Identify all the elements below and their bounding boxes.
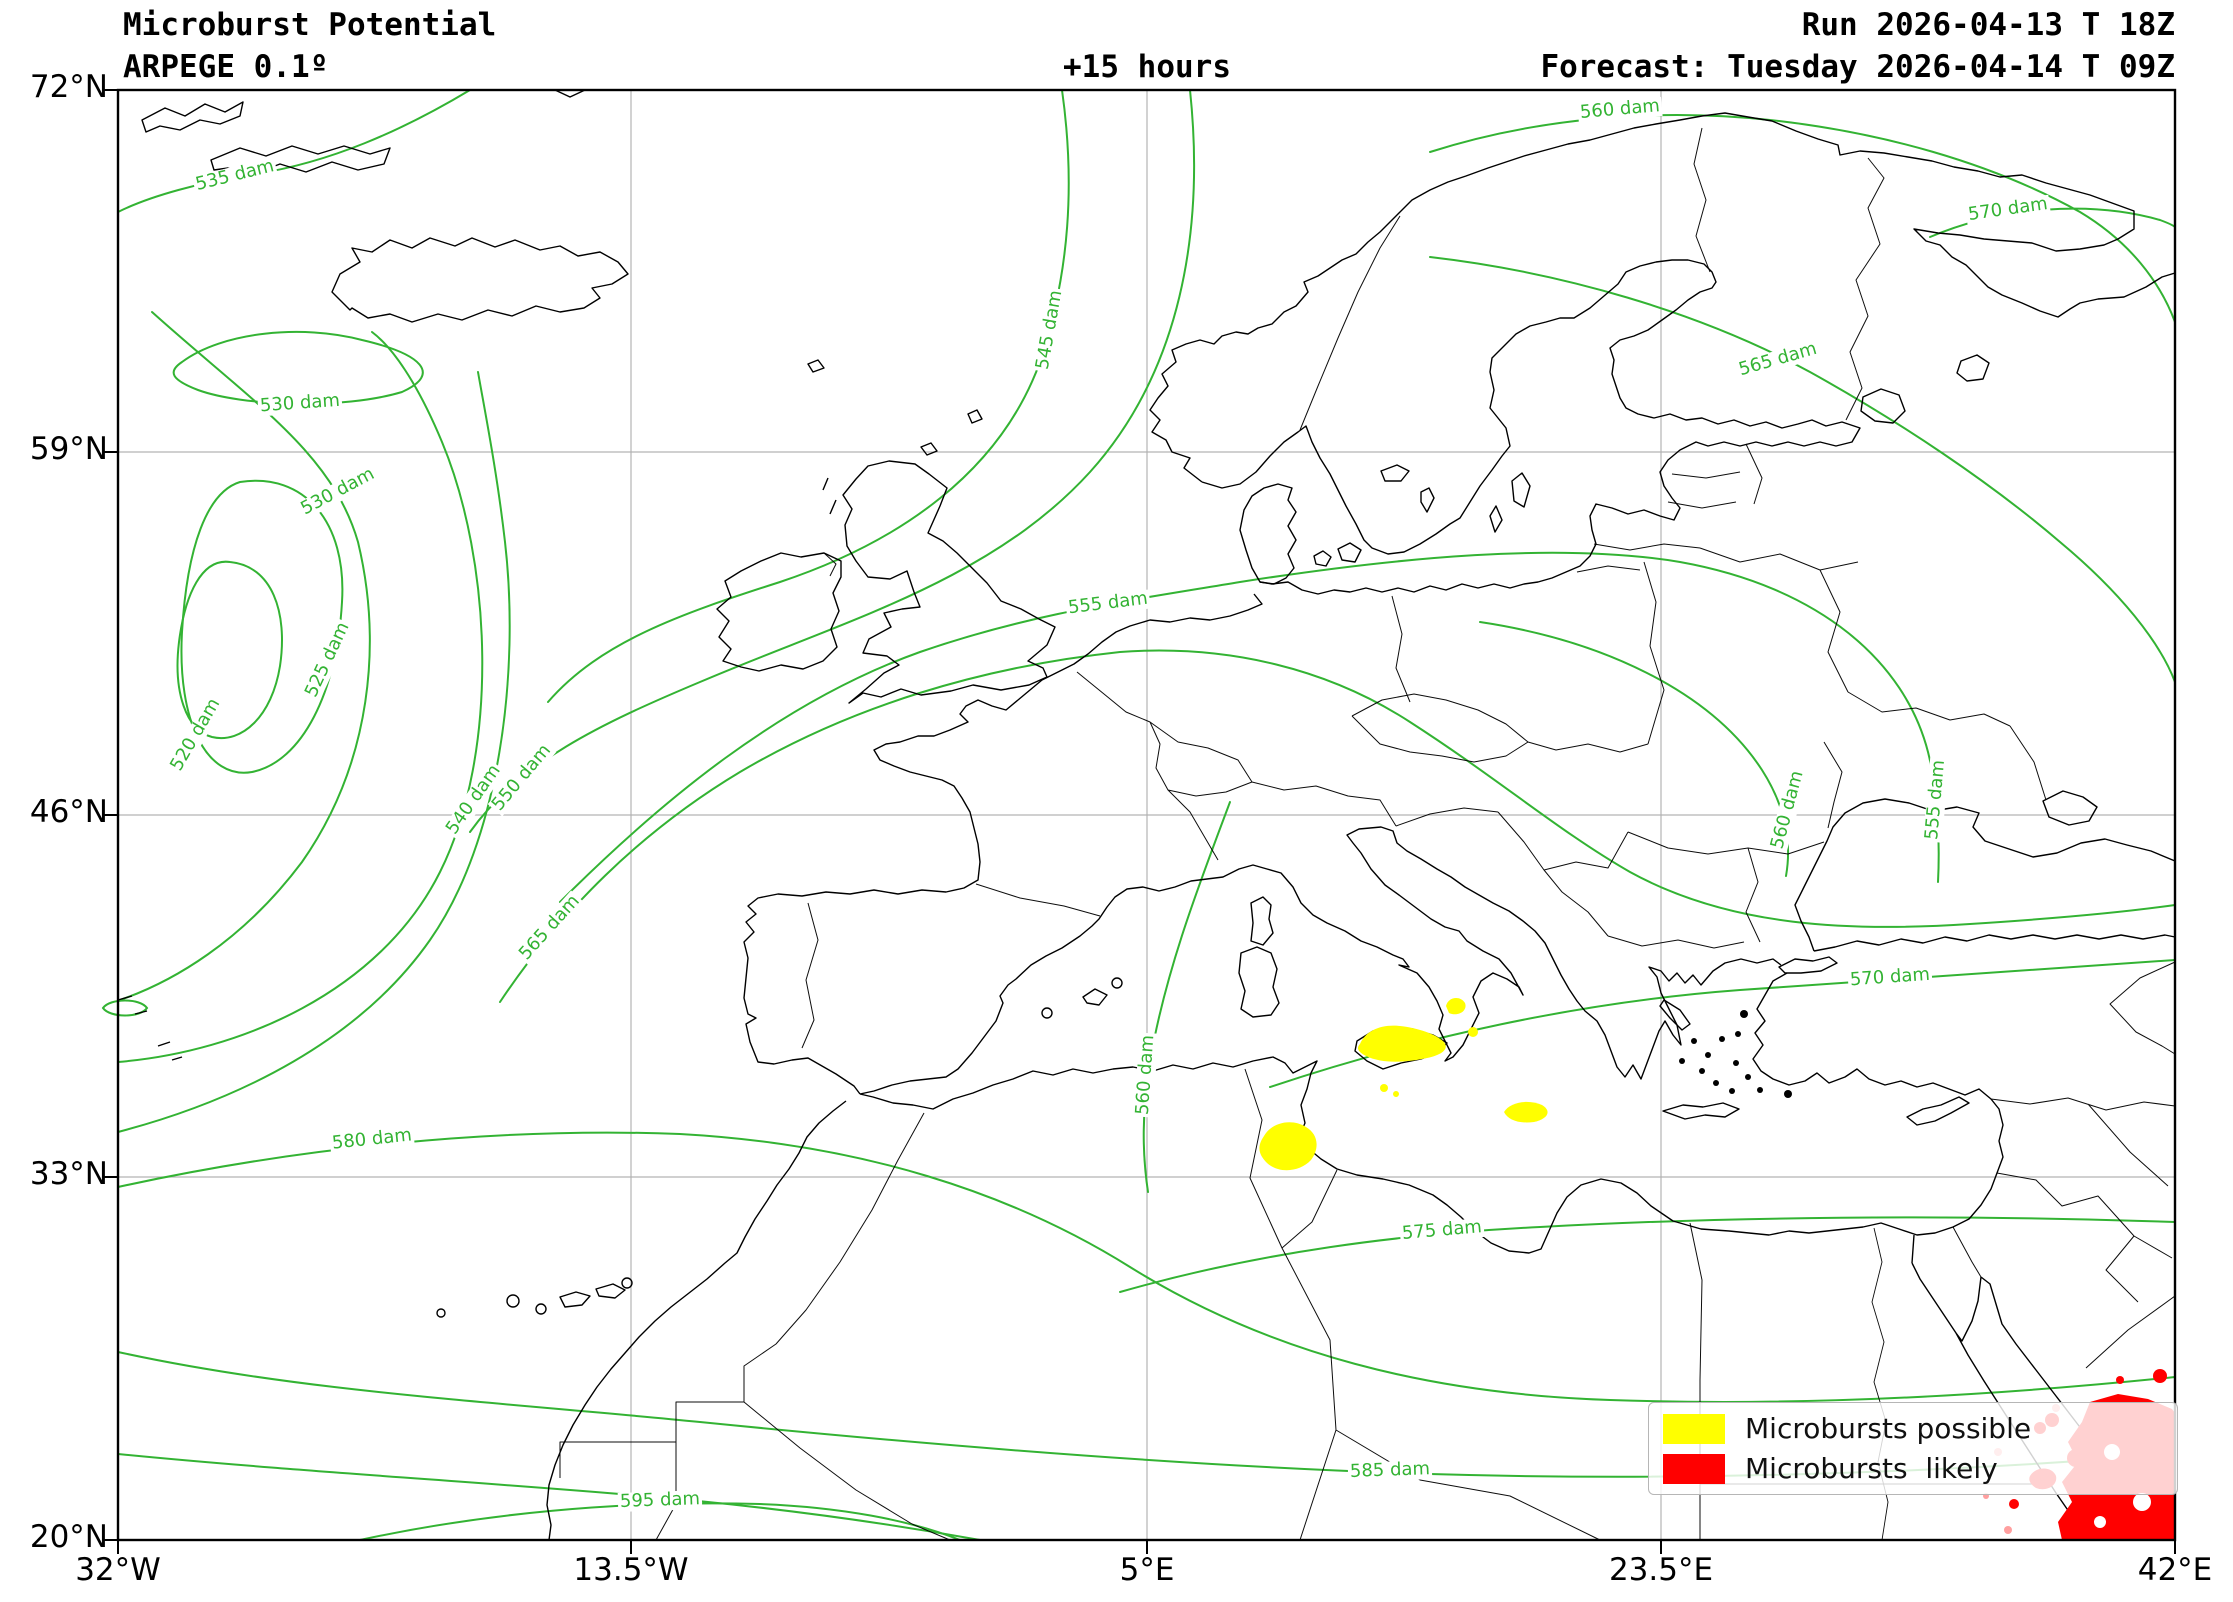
contour-575 xyxy=(1119,1216,2176,1293)
contour-label: 585 dam xyxy=(1347,1458,1433,1482)
lakes xyxy=(1380,354,1990,513)
borders-east xyxy=(1299,127,2047,829)
x-tick-235e: 23.5°E xyxy=(1608,1552,1714,1588)
borders-west xyxy=(801,552,1101,1049)
coast-greenland-fragments xyxy=(141,89,586,175)
x-tick-135w: 13.5°W xyxy=(573,1552,689,1588)
coast-iceland xyxy=(331,237,629,323)
borders-central xyxy=(1076,561,1825,949)
yellow-patch-sicily xyxy=(1358,1025,1446,1062)
yellow-speck-3 xyxy=(1393,1091,1399,1097)
contour-520 xyxy=(176,560,283,740)
island-canary-3 xyxy=(621,1277,633,1289)
coast-scandinavia-west xyxy=(1149,112,2176,483)
contour-545 xyxy=(547,89,1070,703)
contour-560-med xyxy=(1142,801,1231,1193)
coast-baltic xyxy=(1201,259,1861,595)
legend-swatch-likely xyxy=(1663,1453,1725,1484)
coast-atlantic-west-europe xyxy=(743,593,1263,1095)
coast-mediterranean-south-levant xyxy=(859,972,2004,1254)
run-label: Run 2026-04-13 T 18Z xyxy=(1801,7,2175,43)
yellow-patch-tunisia xyxy=(1259,1122,1317,1171)
contour-565-a xyxy=(1429,256,2176,683)
y-tick-59n: 59°N xyxy=(29,431,108,467)
legend-label-likely: Microbursts likely xyxy=(1745,1452,1998,1485)
island-menorca xyxy=(1111,977,1123,989)
contour-label: 595 dam xyxy=(617,1488,703,1512)
island-canary-1 xyxy=(506,1294,520,1308)
pink-speck-2 xyxy=(2004,1526,2012,1534)
coast-mediterranean-north xyxy=(859,826,1782,1095)
red-patch-gap-3 xyxy=(2094,1516,2106,1528)
x-tick-42e: 42°E xyxy=(2137,1552,2213,1588)
legend-row-possible: Microbursts possible xyxy=(1663,1412,2163,1445)
contour-530 xyxy=(119,311,371,1001)
x-tick-5e: 5°E xyxy=(1119,1552,1175,1588)
island-ibiza xyxy=(1041,1007,1053,1019)
coast-red-sea-sinai xyxy=(1911,1234,2173,1541)
island-canary-2 xyxy=(535,1303,547,1315)
contour-525 xyxy=(180,479,344,774)
contour-530-loop xyxy=(172,330,424,405)
microburst-possible-areas xyxy=(1259,997,1548,1171)
yellow-speck-2 xyxy=(1380,1084,1388,1092)
legend: Microbursts possible Microbursts likely xyxy=(1648,1402,2178,1495)
aegean-islands xyxy=(1679,1010,1792,1098)
contour-550 xyxy=(469,89,1196,833)
contour-535-a xyxy=(117,89,471,213)
y-tick-46n: 46°N xyxy=(29,794,108,830)
y-tick-33n: 33°N xyxy=(29,1156,108,1192)
contour-560-top xyxy=(1429,114,2176,323)
red-speck-4 xyxy=(2116,1376,2124,1384)
contour-570-b xyxy=(1269,959,2176,1088)
contour-small-oval xyxy=(101,999,149,1017)
borders-mideast xyxy=(1952,961,2176,1369)
model-label: ARPEGE 0.1º xyxy=(123,49,329,85)
contour-565-b xyxy=(499,649,2176,1003)
coast-denmark xyxy=(1239,472,1531,585)
yellow-patch-ionian xyxy=(1504,1101,1548,1123)
grid-lines xyxy=(118,90,2175,1540)
legend-row-likely: Microbursts likely xyxy=(1663,1452,2163,1485)
coast-mediterranean-islands xyxy=(1082,896,1970,1126)
coast-great-britain xyxy=(842,460,1056,704)
x-tick-32w: 32°W xyxy=(75,1552,161,1588)
red-speck-3 xyxy=(2153,1369,2167,1383)
coastlines xyxy=(117,89,2176,1541)
contour-535-b xyxy=(117,331,484,1063)
yellow-speck-1 xyxy=(1468,1027,1478,1037)
red-speck-2 xyxy=(2009,1499,2019,1509)
coast-ireland xyxy=(716,552,842,672)
red-patch-gap-2 xyxy=(2133,1493,2151,1511)
page-title: Microburst Potential xyxy=(123,7,497,43)
contour-560-east xyxy=(1479,621,1789,877)
yellow-patch-calabria xyxy=(1446,997,1466,1015)
y-tick-72n: 72°N xyxy=(29,69,108,105)
axis-tick-marks xyxy=(104,89,2176,1554)
contour-580 xyxy=(117,1131,2176,1403)
lead-time-label: +15 hours xyxy=(1063,49,1231,85)
coast-black-sea xyxy=(1778,790,2176,974)
coast-morocco-atlantic xyxy=(546,1100,847,1541)
legend-swatch-possible xyxy=(1663,1413,1725,1444)
contour-595 xyxy=(359,1502,961,1541)
canary-madeira-islands xyxy=(559,1283,626,1308)
contour-555 xyxy=(559,551,1940,903)
y-tick-20n: 20°N xyxy=(29,1519,108,1555)
contour-590 xyxy=(117,1453,981,1541)
island-madeira xyxy=(436,1308,446,1318)
azores-marks xyxy=(117,995,183,1061)
plot-frame xyxy=(116,88,2177,1542)
legend-label-possible: Microbursts possible xyxy=(1745,1412,2032,1445)
forecast-label: Forecast: Tuesday 2026-04-14 T 09Z xyxy=(1540,49,2175,85)
coast-faroe-shetland xyxy=(807,359,983,515)
